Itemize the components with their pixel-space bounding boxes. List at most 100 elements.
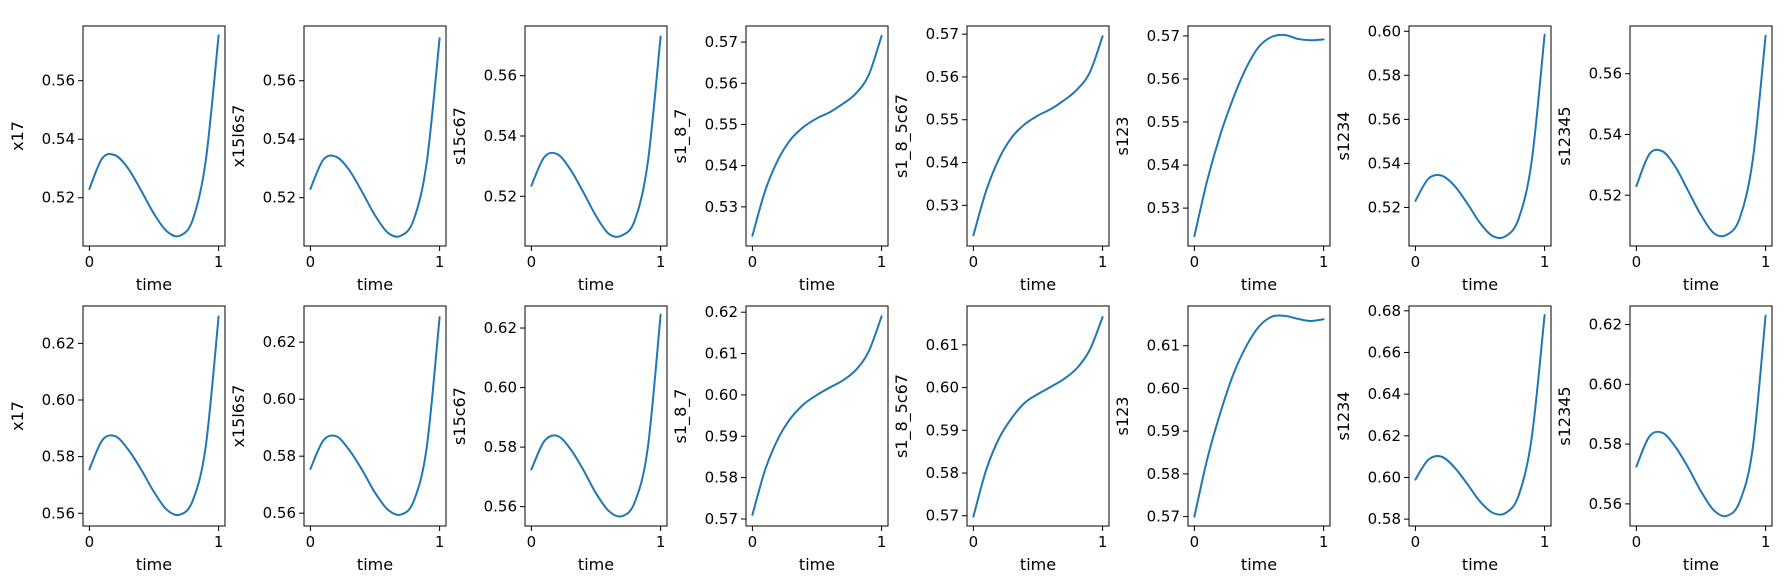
- y-tick-label: 0.60: [1589, 375, 1622, 393]
- subplot-1-4: 0.53 0.54 0.55 0.56 0.57 0 1 time s1_8_7: [671, 25, 889, 294]
- y-tick-label: 0.60: [263, 390, 296, 408]
- y-tick-label: 0.56: [1147, 70, 1180, 88]
- x-tick-label: 1: [214, 253, 224, 271]
- y-tick-label: 0.58: [1368, 510, 1401, 528]
- axes-frame: [1408, 25, 1552, 247]
- y-tick-label: 0.55: [926, 111, 959, 129]
- y-axis-label: s1_8_5c67: [892, 374, 912, 458]
- axes-frame: [966, 305, 1110, 527]
- x-tick-label: 0: [1190, 253, 1200, 271]
- subplot-1-8: 0.52 0.54 0.56 0 1 time s12345: [1555, 25, 1773, 294]
- subplot-2-7: 0.58 0.60 0.62 0.64 0.66 0.68 0 1 time s1234: [1334, 302, 1552, 574]
- series-line: [309, 37, 441, 238]
- y-axis-label: s1_8_7: [671, 389, 691, 444]
- x-tick-label: 1: [1761, 253, 1771, 271]
- y-axis-label: s123: [1113, 397, 1132, 436]
- x-tick-label: 0: [85, 533, 95, 551]
- y-tick-label: 0.58: [705, 469, 738, 487]
- y-tick-label: 0.68: [1368, 302, 1401, 320]
- series-line: [751, 315, 883, 516]
- y-axis-label: s123: [1113, 117, 1132, 156]
- y-tick-label: 0.57: [926, 25, 959, 43]
- x-tick-label: 1: [1319, 533, 1329, 551]
- subplot-1-1: 0.52 0.54 0.56 0 1 time x17: [8, 25, 226, 294]
- subplot-1-2: 0.52 0.54 0.56 0 1 time x15l6s7: [229, 25, 447, 294]
- subplot-2-1: 0.56 0.58 0.60 0.62 0 1 time x17: [8, 305, 226, 574]
- y-tick-label: 0.61: [1147, 337, 1180, 355]
- series-line: [530, 35, 662, 238]
- y-tick-label: 0.58: [42, 448, 75, 466]
- x-tick-label: 0: [527, 253, 537, 271]
- y-tick-label: 0.61: [926, 336, 959, 354]
- y-axis-label: s12345: [1555, 106, 1574, 165]
- y-tick-label: 0.52: [42, 189, 75, 207]
- y-tick-label: 0.53: [1147, 199, 1180, 217]
- y-tick-label: 0.56: [705, 74, 738, 92]
- x-tick-label: 0: [969, 253, 979, 271]
- y-tick-label: 0.62: [42, 334, 75, 352]
- y-tick-label: 0.54: [484, 127, 517, 145]
- series-line: [1193, 314, 1325, 518]
- subplot-2-2: 0.56 0.58 0.60 0.62 0 1 time x15l6s7: [229, 305, 447, 574]
- y-tick-label: 0.54: [42, 130, 75, 148]
- y-tick-label: 0.58: [926, 464, 959, 482]
- x-axis-label: time: [578, 555, 614, 574]
- x-tick-label: 0: [306, 533, 316, 551]
- series-line: [309, 316, 441, 516]
- axes-frame: [1187, 305, 1331, 527]
- y-tick-label: 0.57: [705, 510, 738, 528]
- y-tick-label: 0.59: [1147, 422, 1180, 440]
- y-axis-label: x15l6s7: [229, 105, 248, 168]
- x-tick-label: 0: [748, 533, 758, 551]
- y-tick-label: 0.53: [705, 198, 738, 216]
- y-tick-label: 0.52: [263, 189, 296, 207]
- y-tick-label: 0.57: [926, 507, 959, 525]
- y-tick-label: 0.60: [705, 386, 738, 404]
- axes-frame: [1408, 305, 1552, 527]
- y-tick-label: 0.56: [484, 498, 517, 516]
- x-axis-label: time: [578, 275, 614, 294]
- axes-frame: [745, 25, 889, 247]
- x-tick-label: 1: [877, 253, 887, 271]
- y-tick-label: 0.58: [1147, 465, 1180, 483]
- x-axis-label: time: [1020, 555, 1056, 574]
- y-tick-label: 0.56: [1589, 495, 1622, 513]
- x-tick-label: 1: [214, 533, 224, 551]
- x-axis-label: time: [357, 555, 393, 574]
- x-tick-label: 0: [527, 533, 537, 551]
- subplot-1-5: 0.53 0.54 0.55 0.56 0.57 0 1 time s1_8_5c67: [892, 25, 1110, 294]
- x-tick-label: 1: [1540, 533, 1550, 551]
- y-tick-label: 0.62: [484, 319, 517, 337]
- x-axis-label: time: [1462, 555, 1498, 574]
- y-axis-label: s1234: [1334, 111, 1353, 160]
- y-tick-label: 0.64: [1368, 385, 1401, 403]
- y-tick-label: 0.60: [926, 379, 959, 397]
- y-tick-label: 0.52: [484, 187, 517, 205]
- series-line: [1193, 33, 1325, 238]
- axes-frame: [82, 25, 226, 247]
- x-axis-label: time: [1241, 555, 1277, 574]
- x-tick-label: 0: [969, 533, 979, 551]
- y-tick-label: 0.60: [1368, 468, 1401, 486]
- x-axis-label: time: [799, 275, 835, 294]
- x-axis-label: time: [1020, 275, 1056, 294]
- x-axis-label: time: [357, 275, 393, 294]
- y-tick-label: 0.57: [1147, 27, 1180, 45]
- y-tick-label: 0.54: [1147, 156, 1180, 174]
- y-axis-label: s1_8_5c67: [892, 94, 912, 178]
- subplot-1-3: 0.52 0.54 0.56 0 1 time s15c67: [450, 25, 668, 294]
- axes-frame: [303, 305, 447, 527]
- y-tick-label: 0.57: [705, 33, 738, 51]
- y-tick-label: 0.62: [1368, 427, 1401, 445]
- x-tick-label: 1: [435, 533, 445, 551]
- axes-frame: [1187, 25, 1331, 247]
- series-line: [1635, 314, 1767, 518]
- subplot-2-8: 0.56 0.58 0.60 0.62 0 1 time s12345: [1555, 305, 1773, 574]
- subplot-1-7: 0.52 0.54 0.56 0.58 0.60 0 1 time s1234: [1334, 22, 1552, 294]
- y-tick-label: 0.58: [263, 447, 296, 465]
- y-tick-label: 0.60: [42, 391, 75, 409]
- y-tick-label: 0.54: [705, 157, 738, 175]
- y-tick-label: 0.60: [1368, 22, 1401, 40]
- y-axis-label: s1234: [1334, 391, 1353, 440]
- series-line: [1414, 313, 1546, 516]
